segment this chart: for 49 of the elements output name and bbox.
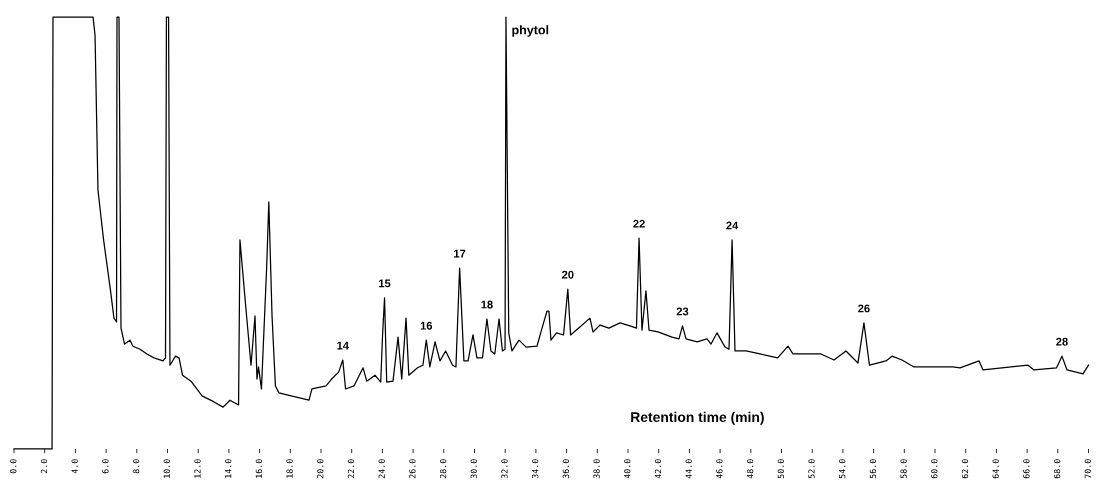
annotation: phytol bbox=[512, 25, 549, 37]
x-tick-label: 2.0 bbox=[40, 459, 48, 474]
annotation: 17 bbox=[454, 249, 466, 258]
x-tick-label: 30.0 bbox=[470, 459, 477, 479]
annotation: 16 bbox=[420, 321, 433, 330]
x-tick-label: 0.0 bbox=[10, 459, 17, 474]
x-axis-title: Retention time (min) bbox=[631, 411, 764, 425]
x-tick-label: 16.0 bbox=[255, 459, 263, 478]
x-tick-label: 18.0 bbox=[286, 459, 293, 478]
annotation: 23 bbox=[676, 307, 689, 316]
x-tick-label: 66.0 bbox=[1023, 459, 1030, 479]
x-tick-label: 24.0 bbox=[378, 459, 385, 479]
x-tick-label: 60.0 bbox=[931, 459, 938, 479]
annotation: 15 bbox=[379, 279, 391, 288]
x-tick-label: 34.0 bbox=[532, 459, 539, 479]
annotation: 22 bbox=[633, 219, 645, 228]
annotation: 26 bbox=[858, 304, 870, 313]
x-tick-label: 36.0 bbox=[562, 459, 570, 479]
x-tick-label: 26.0 bbox=[409, 459, 416, 479]
x-tick-label: 8.0 bbox=[132, 459, 140, 474]
x-tick-label: 20.0 bbox=[317, 459, 324, 479]
x-tick-label: 52.0 bbox=[808, 459, 815, 479]
x-tick-label: 62.0 bbox=[961, 459, 969, 479]
x-tick-label: 50.0 bbox=[777, 459, 784, 479]
x-tick-label: 28.0 bbox=[439, 459, 447, 479]
annotation: 24 bbox=[726, 221, 739, 230]
annotation: 18 bbox=[481, 300, 493, 309]
x-tick-label: 32.0 bbox=[501, 459, 508, 479]
x-tick-label: 14.0 bbox=[225, 459, 232, 478]
annotation: 20 bbox=[562, 270, 574, 279]
x-tick-label: 10.0 bbox=[163, 459, 170, 478]
annotation: 28 bbox=[1056, 337, 1068, 346]
x-tick-label: 58.0 bbox=[900, 459, 907, 479]
annotation: 14 bbox=[337, 341, 349, 350]
x-tick-label: 54.0 bbox=[839, 459, 846, 479]
x-tick-label: 68.0 bbox=[1053, 459, 1061, 479]
x-tick-label: 42.0 bbox=[654, 459, 662, 479]
x-tick-label: 64.0 bbox=[992, 459, 999, 479]
x-tick-label: 48.0 bbox=[746, 459, 754, 479]
x-tick-label: 40.0 bbox=[624, 459, 631, 479]
x-tick-label: 12.0 bbox=[194, 459, 201, 478]
x-tick-label: 44.0 bbox=[685, 459, 692, 479]
x-tick-label: 6.0 bbox=[102, 459, 109, 474]
x-tick-label: 38.0 bbox=[593, 459, 600, 479]
x-tick-label: 56.0 bbox=[869, 459, 877, 479]
x-tick-label: 4.0 bbox=[71, 459, 78, 474]
x-tick-label: 70.0 bbox=[1084, 459, 1091, 479]
x-tick-label: 46.0 bbox=[716, 459, 723, 479]
x-tick-label: 22.0 bbox=[347, 459, 355, 479]
